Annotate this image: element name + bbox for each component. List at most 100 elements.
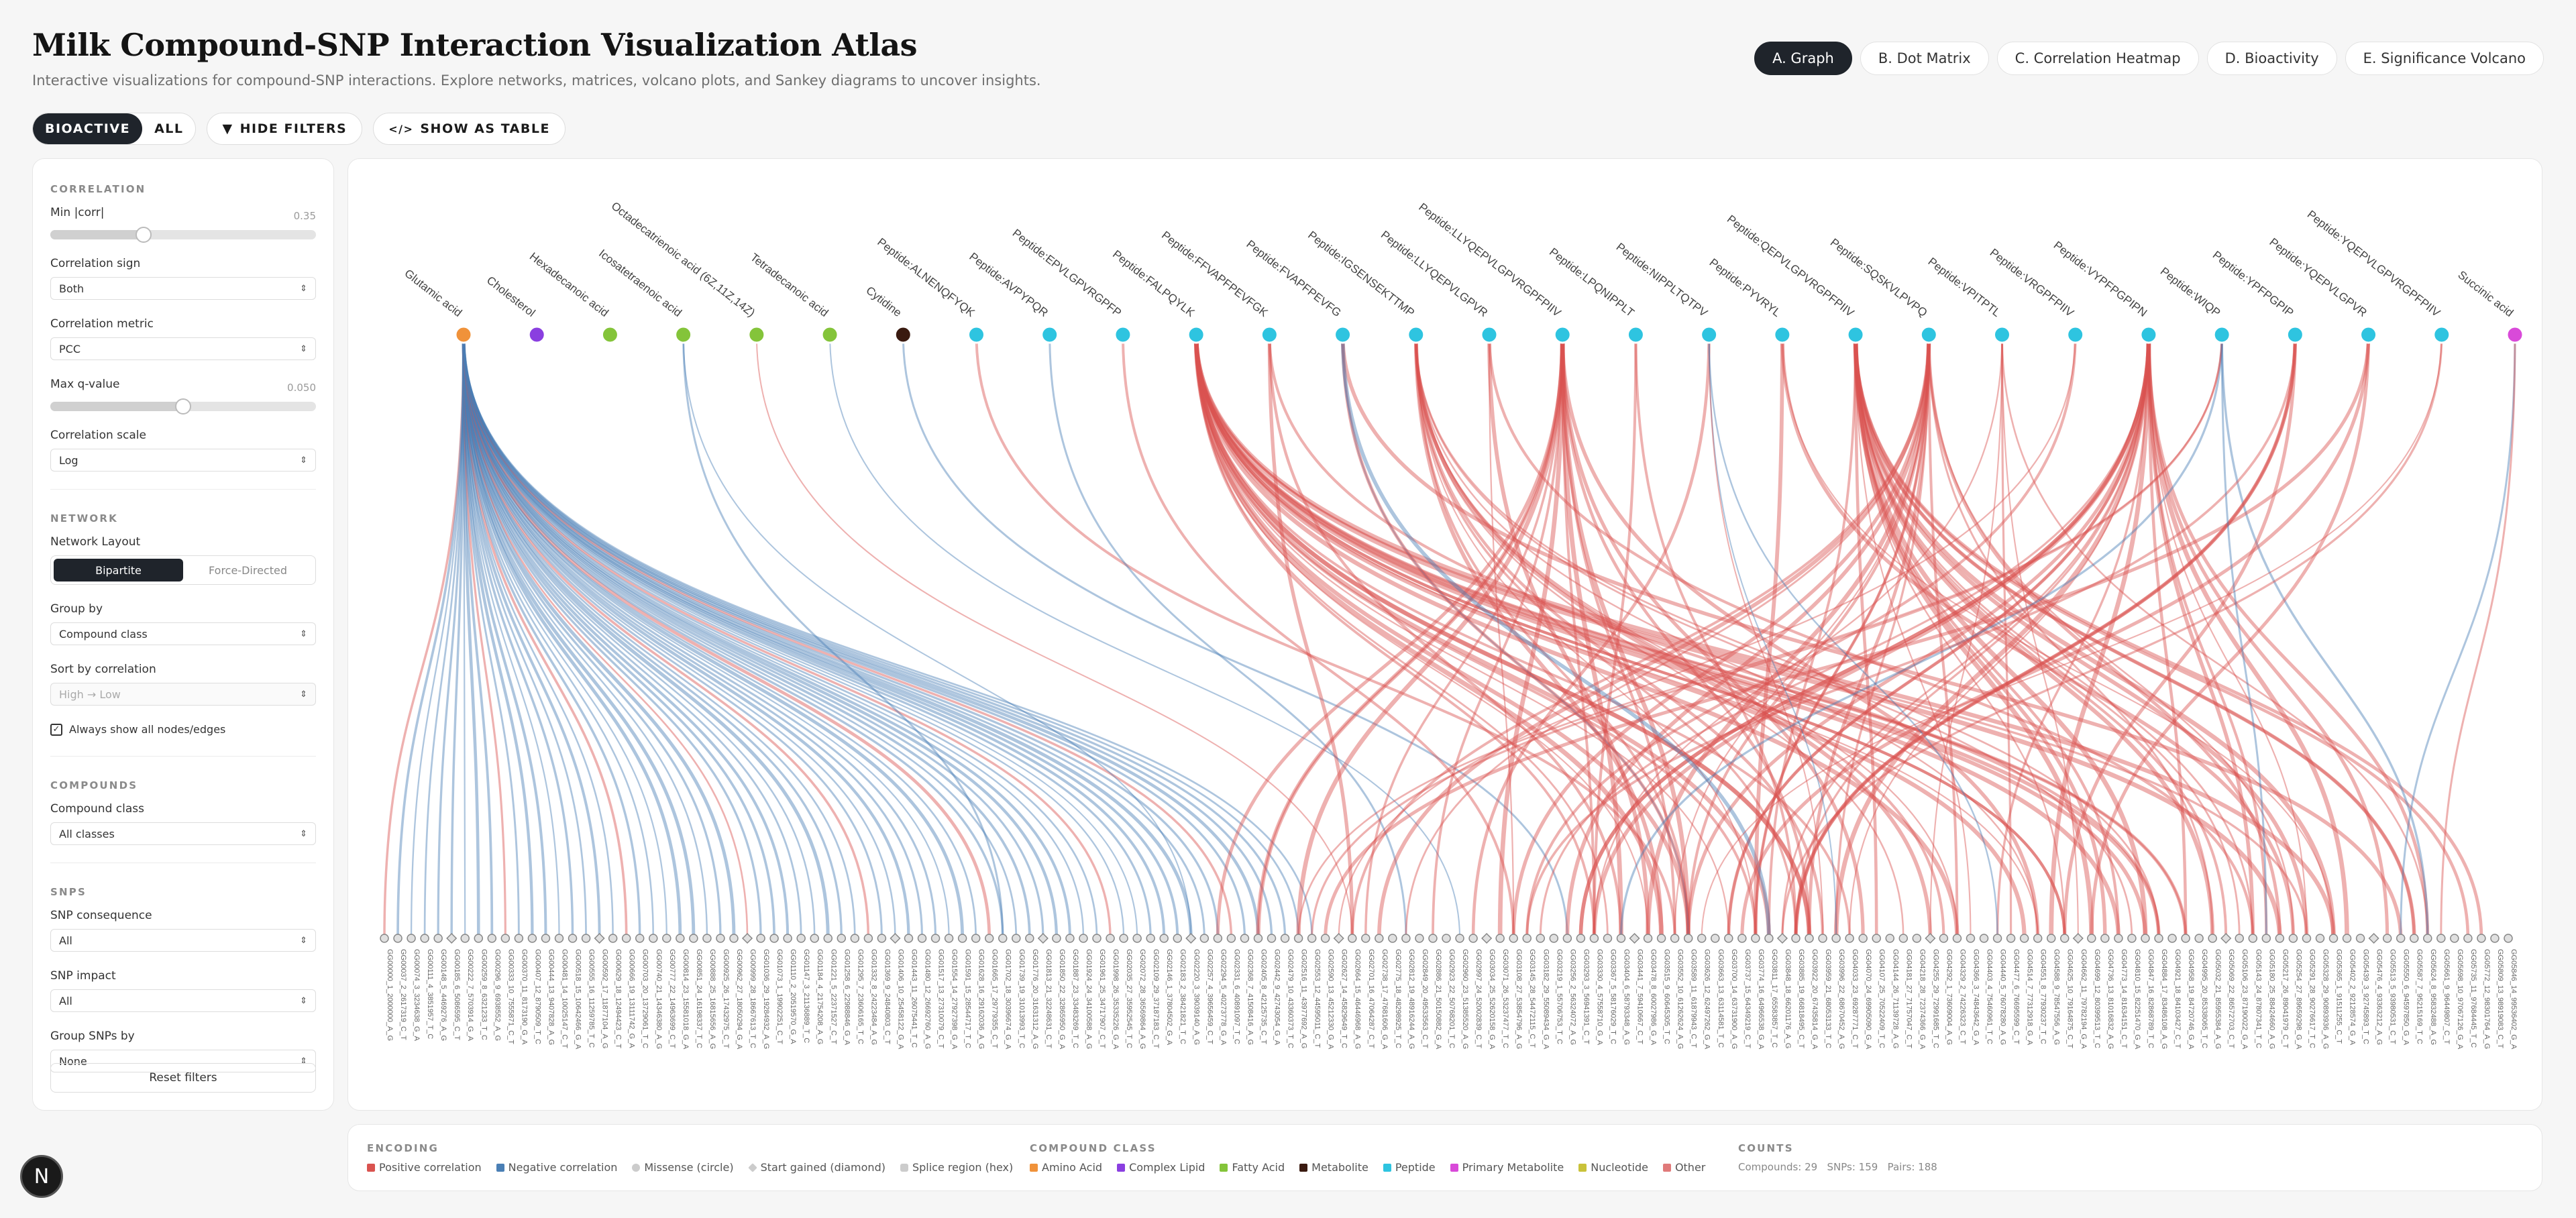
edge[interactable]: [450, 334, 465, 939]
snp-node[interactable]: [2059, 934, 2070, 943]
edge[interactable]: [462, 334, 1031, 939]
snp-node[interactable]: [1979, 934, 1989, 943]
edge[interactable]: [437, 334, 465, 939]
edge[interactable]: [1854, 334, 2416, 939]
edge[interactable]: [462, 334, 950, 939]
snp-node[interactable]: [769, 934, 779, 943]
edge[interactable]: [462, 334, 775, 939]
compound-node[interactable]: [1846, 325, 1865, 344]
edge[interactable]: [1256, 334, 1565, 939]
edge[interactable]: [462, 334, 1044, 939]
edge[interactable]: [462, 334, 1233, 939]
snp-node[interactable]: [957, 934, 967, 943]
compound-node[interactable]: [454, 325, 473, 344]
snp-node[interactable]: [2396, 934, 2406, 943]
edge[interactable]: [2220, 334, 2429, 939]
snp-node[interactable]: [1307, 934, 1317, 943]
compound-node[interactable]: [2139, 325, 2158, 344]
snp-node[interactable]: [1992, 934, 2002, 943]
snp-node[interactable]: [1199, 934, 1210, 943]
correlation-metric-select[interactable]: PCC ⇕: [50, 337, 316, 360]
edge[interactable]: [902, 334, 1568, 939]
edge[interactable]: [755, 334, 1353, 939]
compound-node[interactable]: [674, 325, 693, 344]
edge[interactable]: [1268, 334, 1623, 939]
snp-node[interactable]: [420, 934, 429, 943]
compound-node[interactable]: [1993, 325, 2011, 344]
edge[interactable]: [1539, 334, 2150, 939]
snp-node[interactable]: [1159, 934, 1169, 943]
edge[interactable]: [462, 334, 1004, 939]
edge[interactable]: [1854, 334, 2241, 939]
edge[interactable]: [462, 334, 1273, 939]
edge[interactable]: [1497, 334, 1565, 939]
edge[interactable]: [1781, 334, 2334, 939]
snp-node[interactable]: [527, 934, 537, 943]
hide-filters-button[interactable]: ▼ HIDE FILTERS: [207, 113, 363, 145]
snp-node[interactable]: [823, 934, 833, 943]
edge[interactable]: [1646, 334, 1931, 939]
snp-node[interactable]: [1522, 934, 1532, 943]
snp-node[interactable]: [1079, 934, 1088, 943]
all-option[interactable]: ALL: [154, 121, 184, 136]
edge[interactable]: [462, 334, 937, 939]
edge[interactable]: [1578, 334, 2151, 939]
edge[interactable]: [2147, 334, 2390, 939]
snp-node[interactable]: [1912, 934, 1922, 943]
edge[interactable]: [1780, 334, 2296, 939]
edge[interactable]: [2049, 334, 2151, 939]
edge[interactable]: [1794, 334, 2296, 939]
snp-node[interactable]: [2504, 934, 2513, 943]
next-devtools-button[interactable]: N: [20, 1155, 63, 1198]
edge[interactable]: [1853, 334, 2094, 939]
edge[interactable]: [1674, 334, 1930, 939]
snp-node[interactable]: [1226, 934, 1236, 943]
snp-node[interactable]: [474, 934, 484, 943]
edge[interactable]: [462, 334, 1059, 939]
edge[interactable]: [1341, 334, 1690, 939]
edge[interactable]: [2001, 334, 2079, 939]
edge[interactable]: [462, 334, 560, 939]
snp-node[interactable]: [1037, 932, 1049, 944]
edge[interactable]: [462, 334, 870, 939]
edge[interactable]: [2146, 334, 2349, 939]
edge[interactable]: [1193, 334, 1960, 939]
snp-node[interactable]: [2046, 934, 2056, 943]
edge[interactable]: [462, 334, 1071, 939]
edge[interactable]: [383, 334, 465, 939]
snp-node[interactable]: [1468, 934, 1478, 943]
compound-node[interactable]: [2359, 325, 2378, 344]
snp-node[interactable]: [2355, 934, 2365, 943]
snp-node[interactable]: [1240, 934, 1250, 943]
snp-node[interactable]: [1603, 934, 1613, 943]
snp-node[interactable]: [568, 934, 578, 943]
edge[interactable]: [1753, 334, 1784, 939]
compound-node[interactable]: [1260, 325, 1279, 344]
edge[interactable]: [1194, 334, 1772, 939]
snp-node[interactable]: [1764, 934, 1774, 943]
edge[interactable]: [1414, 334, 1825, 939]
edge[interactable]: [1194, 334, 1690, 939]
snp-node[interactable]: [1213, 934, 1223, 943]
snp-node[interactable]: [1025, 934, 1034, 943]
snp-node[interactable]: [2141, 934, 2150, 943]
compound-node[interactable]: [967, 325, 985, 344]
edge[interactable]: [1928, 334, 2294, 939]
snp-node[interactable]: [1361, 934, 1371, 943]
snp-node[interactable]: [783, 934, 792, 943]
always-show-checkbox[interactable]: ✓ Always show all nodes/edges: [50, 723, 316, 736]
edge[interactable]: [1833, 334, 2151, 939]
snp-node[interactable]: [1536, 934, 1546, 943]
max-q-slider-knob[interactable]: [175, 398, 191, 414]
snp-node[interactable]: [1656, 934, 1666, 943]
snp-node[interactable]: [2328, 934, 2339, 943]
edge[interactable]: [462, 334, 641, 939]
edge[interactable]: [1525, 334, 2297, 939]
edge[interactable]: [1854, 334, 2483, 939]
edge[interactable]: [462, 334, 667, 939]
snp-node[interactable]: [621, 934, 631, 943]
snp-node[interactable]: [649, 934, 658, 943]
snp-node[interactable]: [2315, 934, 2325, 943]
edge[interactable]: [1565, 334, 1931, 939]
edge[interactable]: [1488, 334, 1515, 939]
